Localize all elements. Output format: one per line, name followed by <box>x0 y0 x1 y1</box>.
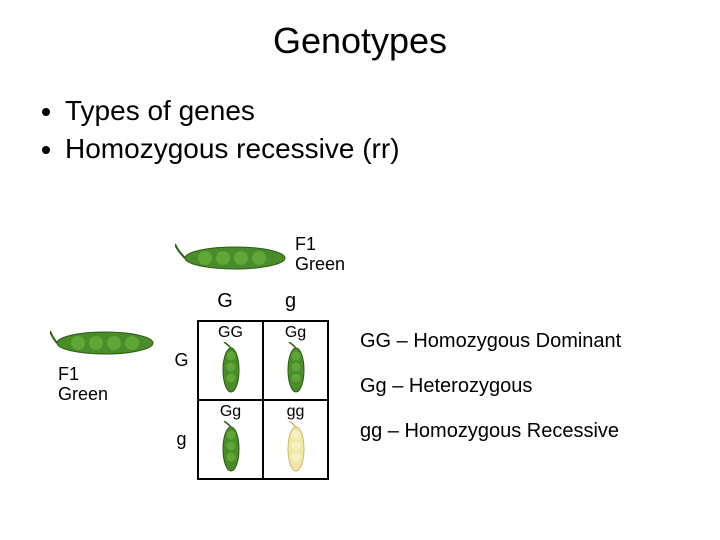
pea-pod-icon <box>283 421 309 478</box>
punnett-cell: gg <box>263 400 328 479</box>
top-parent-label: F1 Green <box>295 235 345 275</box>
pea-pod-icon <box>218 421 244 478</box>
legend-item: GG – Homozygous Dominant <box>360 330 621 353</box>
genotype-label: gg <box>264 403 327 421</box>
left-parent-label: F1 Green <box>58 365 108 405</box>
pea-pod-icon <box>218 342 244 399</box>
label-line1: F1 <box>295 234 316 254</box>
label-line1: F1 <box>58 364 79 384</box>
bullet-item: Types of genes <box>65 92 720 130</box>
col-allele-2: g <box>261 290 321 313</box>
col-allele-1: G <box>195 290 255 313</box>
page-title: Genotypes <box>0 0 720 62</box>
punnett-cell: Gg <box>263 321 328 400</box>
punnett-square: G GG Gg <box>170 320 329 480</box>
bullet-list: Types of genes Homozygous recessive (rr) <box>0 62 720 168</box>
label-line2: Green <box>295 254 345 274</box>
punnett-diagram: F1 Green G g F1 Green G GG <box>50 235 670 515</box>
legend-item: gg – Homozygous Recessive <box>360 420 621 443</box>
bullet-item: Homozygous recessive (rr) <box>65 130 720 168</box>
legend-item: Gg – Heterozygous <box>360 375 621 398</box>
punnett-cell: GG <box>198 321 263 400</box>
row-allele-1: G <box>170 321 198 400</box>
pea-pod-icon <box>50 325 160 365</box>
label-line2: Green <box>58 384 108 404</box>
column-headers: G g <box>195 290 321 313</box>
genotype-label: Gg <box>199 403 262 421</box>
genotype-legend: GG – Homozygous Dominant Gg – Heterozygo… <box>360 330 621 465</box>
genotype-label: Gg <box>264 324 327 342</box>
genotype-label: GG <box>199 324 262 342</box>
pea-pod-icon <box>283 342 309 399</box>
row-allele-2: g <box>170 400 198 479</box>
punnett-cell: Gg <box>198 400 263 479</box>
pea-pod-icon <box>175 240 290 280</box>
